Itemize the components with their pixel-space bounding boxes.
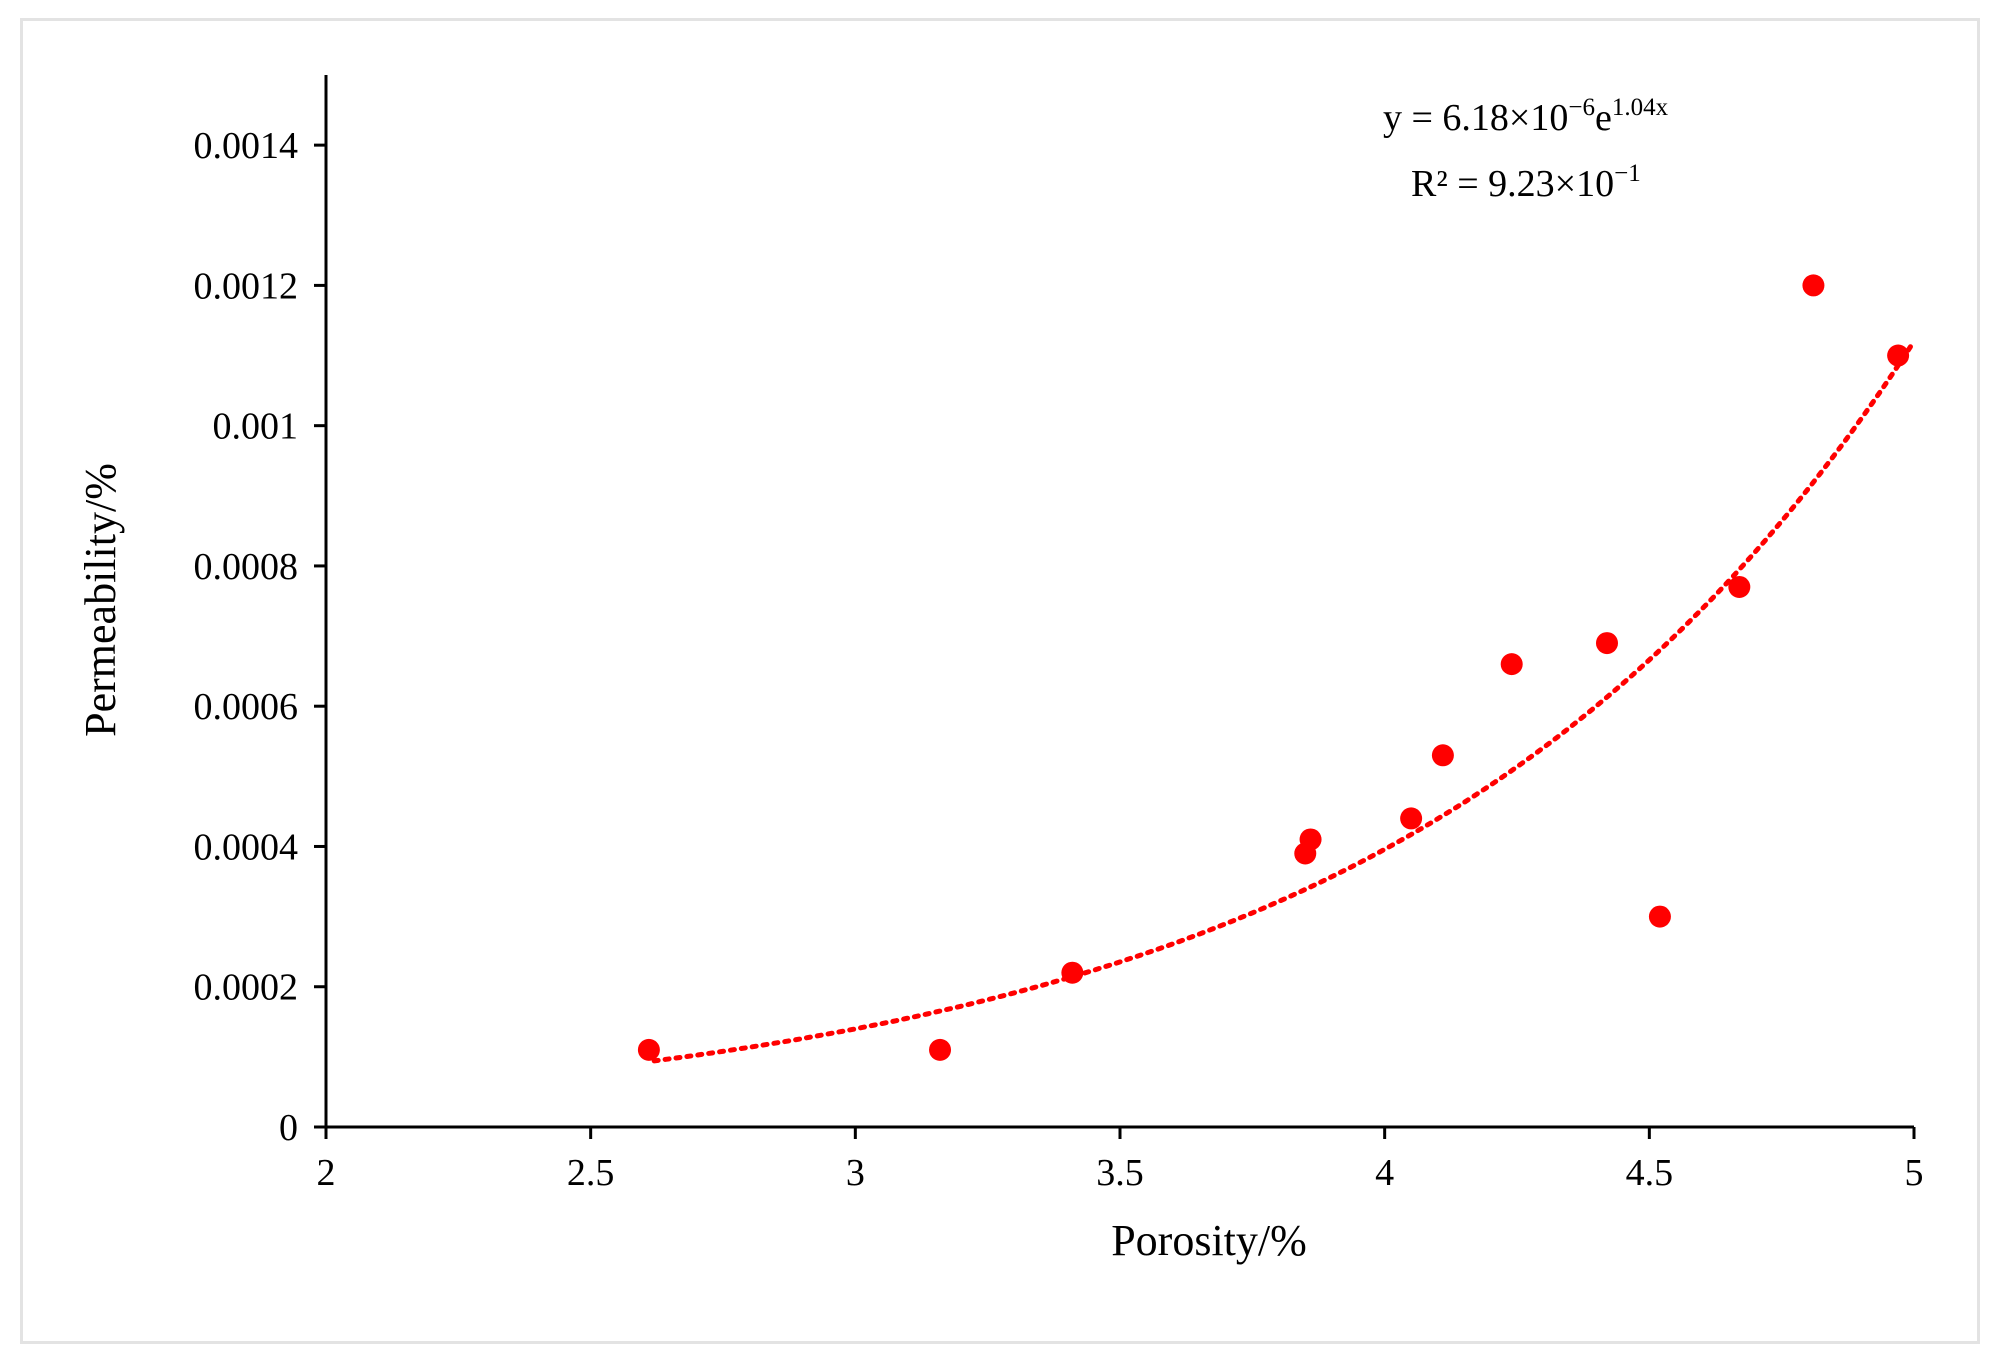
data-point <box>1728 575 1751 598</box>
data-point <box>929 1038 952 1061</box>
trendline <box>651 338 1917 1064</box>
data-point <box>1887 344 1910 367</box>
y-tick-label: 0.0014 <box>194 125 299 167</box>
data-point <box>637 1038 660 1061</box>
equation-prefix: y = 6.18×10 <box>1383 97 1568 139</box>
x-axis-title: Porosity/% <box>1111 1216 1307 1265</box>
x-tick-label: 3.5 <box>1096 1152 1144 1194</box>
x-tick-label: 2 <box>317 1152 336 1194</box>
data-point <box>1431 744 1454 767</box>
y-tick-label: 0.0012 <box>194 265 299 307</box>
equation-e: e <box>1595 97 1612 139</box>
y-tick-label: 0.0008 <box>194 546 299 588</box>
r-squared-prefix: R² = 9.23×10 <box>1411 163 1614 205</box>
r-squared-label: R² = 9.23×10−1 <box>1411 160 1641 205</box>
trendline-group <box>651 338 1917 1064</box>
x-tick-label: 4.5 <box>1626 1152 1674 1194</box>
equation-exponent-1: −6 <box>1568 94 1595 121</box>
data-point <box>1500 653 1523 676</box>
axis-labels: 2 2.5 3 3.5 4 4.5 5 0 0.0002 0.0004 0.0006 0.0008 0.… <box>194 125 1924 1194</box>
y-tick-label: 0.001 <box>213 406 299 448</box>
x-tick-label: 4 <box>1375 1152 1394 1194</box>
y-tick-label: 0.0002 <box>194 967 299 1009</box>
figure-frame <box>20 18 1980 1344</box>
data-point <box>1648 905 1671 928</box>
y-tick-label: 0 <box>279 1107 298 1149</box>
y-tick-label: 0.0004 <box>194 826 299 868</box>
data-point <box>1299 828 1322 851</box>
data-point <box>1061 961 1084 984</box>
data-point <box>1400 807 1423 830</box>
equation-exponent-2: 1.04x <box>1612 94 1669 121</box>
y-axis-title: Permeability/% <box>76 463 125 737</box>
data-points <box>637 274 1910 1061</box>
trendline-equation: y = 6.18×10−6e1.04x <box>1383 94 1669 139</box>
data-point <box>1595 632 1618 655</box>
x-tick-label: 5 <box>1905 1152 1924 1194</box>
x-tick-label: 2.5 <box>567 1152 615 1194</box>
axes <box>314 75 1916 1139</box>
x-tick-label: 3 <box>846 1152 865 1194</box>
y-tick-label: 0.0006 <box>194 686 299 728</box>
r-squared-exponent: −1 <box>1614 160 1641 187</box>
data-point <box>1802 274 1825 297</box>
